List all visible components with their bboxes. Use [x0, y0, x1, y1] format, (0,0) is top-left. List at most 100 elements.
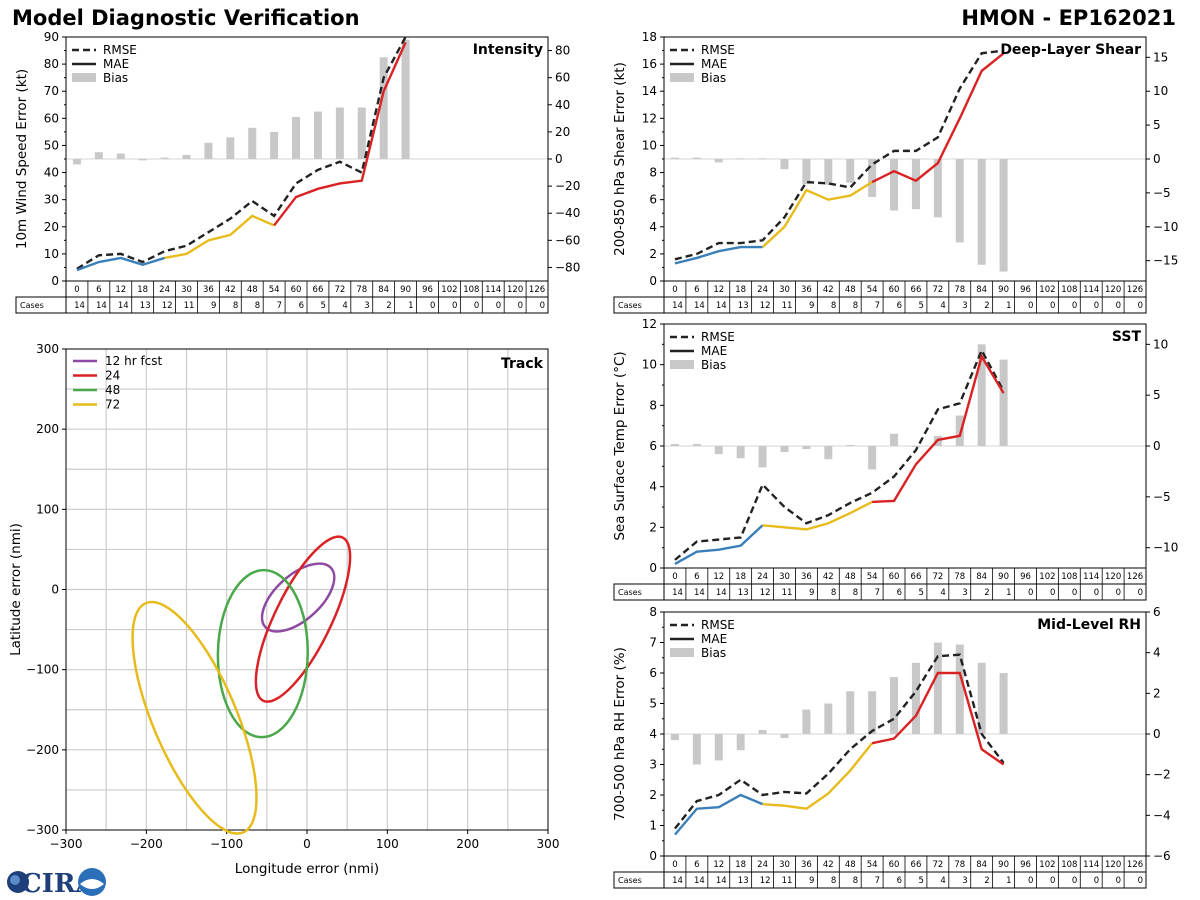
- cases-value: 0: [430, 301, 435, 311]
- cases-value: 12: [760, 301, 771, 311]
- page-title: Model Diagnostic Verification: [12, 6, 360, 30]
- track-error-ellipse: [254, 535, 352, 703]
- cases-value: 7: [875, 301, 880, 311]
- cases-value: 5: [320, 301, 325, 311]
- legend-bias-label: Bias: [103, 71, 128, 85]
- bias-bar: [758, 446, 767, 468]
- cases-value: 0: [1072, 588, 1077, 598]
- y2-tick-label: 40: [555, 98, 570, 112]
- lead-time-label: 126: [1127, 860, 1143, 870]
- lead-time-label: 66: [313, 285, 324, 295]
- y-tick-label: 50: [44, 138, 59, 152]
- mae-line-54-90h: [872, 353, 1005, 504]
- bias-bar: [802, 709, 811, 734]
- lead-time-label: 6: [694, 860, 699, 870]
- legend-bias-label: Bias: [701, 646, 726, 660]
- bias-bar: [890, 159, 899, 211]
- y2-tick-label: 20: [555, 125, 570, 139]
- bias-bar: [977, 662, 986, 734]
- cases-value: 14: [694, 301, 705, 311]
- y2-tick-label: −60: [555, 233, 580, 247]
- lead-time-label: 126: [1127, 572, 1143, 582]
- cases-value: 11: [782, 588, 793, 598]
- y-tick-label: 80: [44, 57, 59, 71]
- lead-time-label: 84: [976, 572, 987, 582]
- lead-time-label: 84: [976, 860, 987, 870]
- y2-tick-label: 15: [1153, 50, 1168, 64]
- cases-value: 7: [875, 588, 880, 598]
- track-error-ellipse: [131, 600, 258, 835]
- y-tick-label: 5: [649, 697, 657, 711]
- cases-row: [613, 583, 1147, 601]
- lead-time-label: 60: [889, 860, 900, 870]
- legend-mae-label: MAE: [701, 57, 727, 71]
- lead-time-label: 78: [954, 572, 965, 582]
- x-tick-label: 300: [537, 837, 560, 851]
- mae-line-0-24h: [674, 793, 764, 836]
- cases-value: 7: [875, 876, 880, 886]
- cases-value: 14: [672, 301, 683, 311]
- y-tick-label: −100: [26, 663, 59, 677]
- lead-time-label: 18: [735, 572, 746, 582]
- cases-value: 1: [1006, 876, 1011, 886]
- bias-bar: [736, 158, 745, 160]
- cases-value: 3: [962, 301, 967, 311]
- legend-bias-label: Bias: [701, 71, 726, 85]
- lead-time-label: 90: [400, 285, 411, 295]
- y-tick-label: 10: [642, 358, 657, 372]
- lead-time-label: 108: [1061, 572, 1077, 582]
- legend-bias-label: Bias: [701, 358, 726, 372]
- bias-bar: [868, 159, 877, 197]
- legend-bias-swatch: [72, 73, 96, 82]
- lead-time-label: 6: [96, 285, 101, 295]
- y2-tick-label: −2: [1153, 768, 1171, 782]
- lead-time-label: 114: [1083, 860, 1099, 870]
- bias-bar: [890, 677, 899, 734]
- cases-value: 9: [809, 876, 814, 886]
- bias-bar: [955, 415, 964, 446]
- lead-time-label: 18: [735, 860, 746, 870]
- y2-tick-label: −4: [1153, 808, 1171, 822]
- mae-line-54-90h: [871, 671, 1005, 766]
- cases-value: 3: [962, 588, 967, 598]
- y-tick-label: 3: [649, 758, 657, 772]
- y-tick-label: 12: [642, 317, 657, 331]
- bias-bar: [736, 446, 745, 459]
- y-tick-label: 1: [649, 819, 657, 833]
- y2-tick-label: 0: [1153, 439, 1161, 453]
- lead-time-label: 78: [954, 860, 965, 870]
- bias-bar: [313, 111, 322, 159]
- bias-bar: [116, 153, 125, 159]
- lead-time-label: 18: [137, 285, 148, 295]
- y-tick-label: 0: [649, 849, 657, 863]
- bias-bar: [890, 433, 899, 446]
- cases-value: 1: [408, 301, 413, 311]
- lead-time-label: 12: [115, 285, 126, 295]
- lead-time-label: 0: [672, 860, 677, 870]
- cases-row: [613, 871, 1147, 889]
- lead-time-label: 84: [976, 285, 987, 295]
- y-tick-label: 7: [649, 636, 657, 650]
- lead-time-label: 60: [889, 285, 900, 295]
- mae-line-0-24h: [674, 245, 763, 265]
- legend-mae-label: MAE: [103, 57, 129, 71]
- y2-tick-label: 4: [1153, 646, 1161, 660]
- y2-tick-label: 0: [1153, 727, 1161, 741]
- cases-value: 6: [897, 301, 902, 311]
- cases-value: 8: [233, 301, 238, 311]
- y2-tick-label: 5: [1153, 388, 1161, 402]
- cases-value: 13: [738, 588, 749, 598]
- y-axis-label: Sea Surface Temp Error (°C): [612, 351, 628, 540]
- y2-tick-label: 0: [555, 152, 563, 166]
- lead-time-label: 54: [867, 572, 878, 582]
- cases-value: 0: [452, 301, 457, 311]
- y2-tick-label: 2: [1153, 686, 1161, 700]
- lead-time-label: 120: [1105, 285, 1121, 295]
- cases-value: 14: [96, 301, 107, 311]
- lead-time-label: 66: [911, 572, 922, 582]
- y-tick-label: 8: [649, 166, 657, 180]
- bias-bar: [226, 137, 235, 159]
- y-tick-label: 0: [51, 583, 59, 597]
- cases-value: 0: [1138, 301, 1143, 311]
